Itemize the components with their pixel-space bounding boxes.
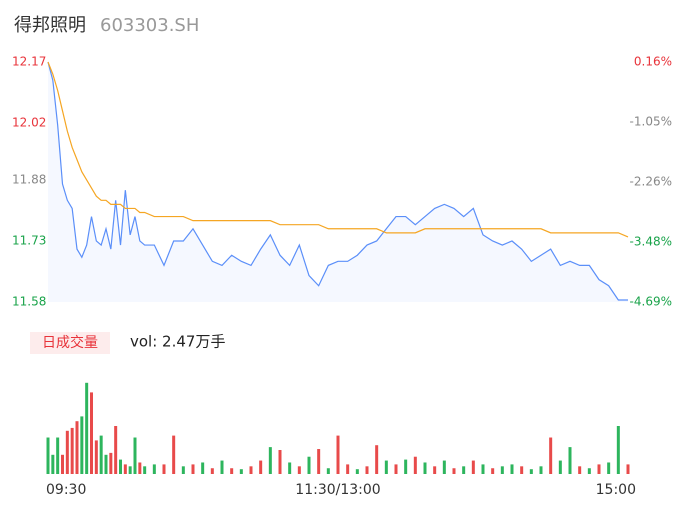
volume-bar bbox=[616, 426, 620, 474]
volume-bar bbox=[172, 435, 176, 474]
volume-bar bbox=[94, 440, 98, 474]
volume-bar bbox=[568, 447, 572, 474]
volume-bar bbox=[607, 462, 611, 474]
chart-title: 得邦照明 bbox=[14, 15, 86, 36]
volume-bar bbox=[442, 460, 446, 474]
volume-badge bbox=[30, 332, 110, 354]
volume-label: vol: 2.47万手 bbox=[130, 333, 225, 351]
volume-bar bbox=[297, 466, 301, 474]
volume-bar bbox=[109, 452, 113, 474]
volume-bar bbox=[278, 450, 282, 474]
volume-bar bbox=[481, 464, 485, 474]
volume-bar bbox=[128, 466, 132, 474]
volume-bar bbox=[119, 459, 122, 474]
volume-bar bbox=[520, 466, 524, 474]
volume-bar bbox=[578, 466, 582, 474]
volume-bar bbox=[220, 460, 224, 474]
volume-bar bbox=[491, 468, 495, 474]
volume-bar bbox=[90, 392, 93, 474]
y-tick-label: 12.02 bbox=[12, 116, 46, 130]
y-tick-label: 12.17 bbox=[12, 55, 46, 69]
volume-bar bbox=[462, 466, 466, 474]
price-area bbox=[48, 62, 628, 302]
chart-subtitle: 603303.SH bbox=[100, 15, 199, 36]
volume-bar bbox=[268, 447, 272, 474]
y-tick-label: 11.73 bbox=[12, 233, 46, 247]
volume-bar bbox=[123, 464, 127, 474]
volume-bar bbox=[114, 426, 118, 474]
volume-bar bbox=[230, 468, 234, 474]
volume-bar bbox=[85, 382, 89, 474]
volume-bar bbox=[549, 437, 553, 474]
volume-bar bbox=[46, 437, 50, 474]
volume-bar bbox=[355, 469, 359, 474]
volume-bar bbox=[539, 466, 543, 474]
volume-bar bbox=[191, 464, 195, 474]
volume-bar bbox=[365, 466, 369, 474]
volume-bar bbox=[288, 462, 292, 474]
volume-bar bbox=[239, 469, 243, 474]
volume-bar bbox=[375, 445, 379, 474]
volume-bar bbox=[317, 449, 321, 474]
volume-bar bbox=[558, 460, 562, 474]
average-line bbox=[47, 61, 629, 238]
volume-bar bbox=[384, 460, 388, 474]
y2-tick-label: -2.26% bbox=[630, 174, 672, 188]
volume-bar bbox=[307, 456, 311, 474]
volume-bar bbox=[249, 466, 253, 474]
volume-bar bbox=[138, 462, 142, 474]
volume-bar bbox=[394, 464, 398, 474]
volume-bar bbox=[61, 454, 64, 474]
y-tick-label: 11.58 bbox=[12, 295, 46, 309]
volume-bar bbox=[181, 466, 185, 474]
volume-bar bbox=[201, 462, 205, 474]
y2-tick-label: -3.48% bbox=[630, 235, 672, 249]
x-tick-label: 09:30 bbox=[46, 482, 86, 498]
volume-bar bbox=[404, 459, 408, 474]
volume-bar bbox=[529, 469, 533, 474]
volume-bar bbox=[500, 466, 504, 474]
volume-bar bbox=[587, 468, 591, 474]
y2-tick-label: -1.05% bbox=[630, 114, 672, 128]
volume-bar bbox=[70, 427, 74, 474]
volume-bar bbox=[336, 435, 340, 474]
volume-bar bbox=[433, 466, 437, 474]
volume-bar bbox=[597, 464, 601, 474]
y-tick-label: 11.88 bbox=[12, 172, 46, 186]
volume-bar bbox=[346, 464, 350, 474]
volume-bar bbox=[510, 464, 514, 474]
volume-bar bbox=[51, 454, 55, 474]
volume-bar bbox=[210, 468, 214, 474]
volume-bar bbox=[452, 468, 456, 474]
volume-bar bbox=[143, 466, 147, 474]
volume-bar bbox=[65, 430, 69, 474]
volume-bar bbox=[152, 464, 156, 474]
volume-bar bbox=[326, 468, 330, 474]
volume-bar bbox=[259, 460, 263, 474]
volume-bar bbox=[423, 462, 427, 474]
volume-bar bbox=[471, 460, 475, 474]
volume-bar bbox=[626, 464, 630, 474]
volume-bar bbox=[133, 437, 137, 474]
price-line bbox=[47, 61, 628, 301]
volume-bar bbox=[162, 464, 166, 474]
y2-tick-label: -4.69% bbox=[630, 295, 672, 309]
y2-tick-label: 0.16% bbox=[634, 55, 672, 69]
volume-bar bbox=[56, 437, 60, 474]
volume-bar bbox=[413, 456, 417, 474]
volume-title: 日成交量 bbox=[42, 334, 98, 351]
volume-bar bbox=[80, 416, 84, 474]
volume-bar bbox=[75, 421, 79, 474]
volume-bar bbox=[99, 435, 103, 474]
volume-bar bbox=[104, 454, 108, 474]
x-tick-label: 11:30/13:00 bbox=[295, 482, 380, 498]
x-tick-label: 15:00 bbox=[596, 482, 636, 498]
